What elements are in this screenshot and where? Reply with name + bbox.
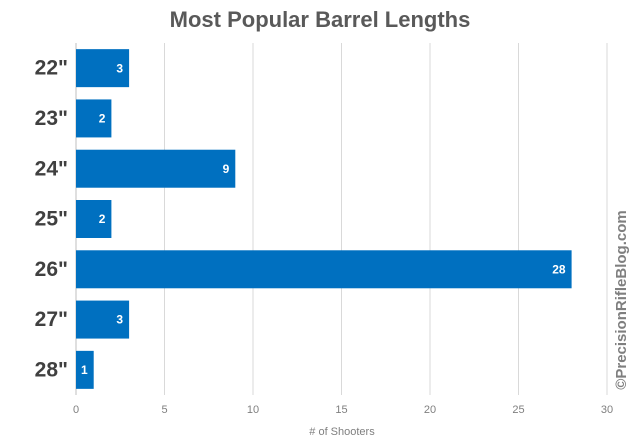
data-label: 2	[99, 112, 106, 126]
chart-title: Most Popular Barrel Lengths	[170, 7, 471, 32]
data-label: 9	[223, 162, 230, 176]
y-tick-label: 25"	[35, 208, 68, 231]
data-label: 2	[99, 212, 106, 226]
data-label: 1	[81, 363, 88, 377]
data-label: 3	[116, 313, 123, 327]
y-tick-label: 24"	[35, 157, 68, 180]
data-label: 28	[552, 262, 566, 276]
x-tick-label: 0	[73, 404, 79, 416]
bar	[76, 149, 236, 188]
x-tick-label: 15	[335, 404, 347, 416]
y-tick-label: 27"	[35, 308, 68, 331]
y-tick-label: 22"	[35, 57, 68, 80]
bar	[76, 250, 572, 289]
data-label: 3	[116, 61, 123, 75]
bar	[76, 300, 130, 339]
bar	[76, 200, 112, 238]
y-tick-label: 26"	[35, 258, 68, 281]
bar	[76, 49, 130, 88]
x-tick-label: 30	[601, 404, 613, 416]
bar	[76, 350, 94, 389]
x-tick-label: 25	[512, 404, 524, 416]
y-tick-label: 23"	[35, 107, 68, 130]
x-tick-label: 10	[247, 404, 259, 416]
x-tick-label: 5	[161, 404, 167, 416]
bar	[76, 99, 112, 138]
watermark: ©PrecisionRifleBlog.com	[613, 210, 630, 389]
x-axis-label: # of Shooters	[309, 426, 375, 438]
y-tick-label: 28"	[35, 358, 68, 381]
x-tick-label: 20	[424, 404, 436, 416]
